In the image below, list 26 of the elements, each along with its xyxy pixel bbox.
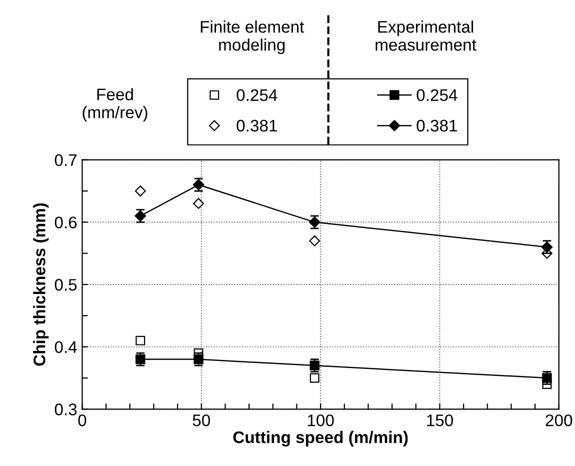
y-tick-label: 0.7 — [54, 154, 77, 166]
x-tick-label: 0 — [78, 414, 86, 426]
x-tick-label: 150 — [427, 414, 453, 426]
y-tick-label: 0.4 — [54, 341, 77, 354]
x-tick-label: 200 — [546, 414, 572, 426]
point — [134, 186, 146, 196]
legend-label: 0.254 — [236, 89, 278, 102]
point — [309, 235, 320, 246]
legend-label: 0.381 — [416, 120, 457, 132]
legend-title: Feed (mm/rev) — [82, 88, 148, 122]
legend-label: 0.381 — [236, 120, 277, 132]
x-tick-label: 100 — [308, 414, 334, 426]
point — [310, 373, 320, 383]
y-tick-label: 0.6 — [54, 216, 77, 228]
y-axis-title: Chip thickness (mm) — [33, 203, 49, 366]
point — [542, 379, 552, 389]
x-axis-title: Cutting speed (m/min) — [233, 430, 408, 447]
point — [194, 348, 204, 358]
y-tick-label: 0.3 — [54, 404, 77, 416]
y-tick-label: 0.5 — [54, 278, 77, 291]
text: Finite element modeling — [200, 20, 304, 54]
x-tick-label: 50 — [192, 414, 210, 426]
point — [193, 198, 204, 209]
point — [136, 336, 146, 346]
text: Experimental measurement — [376, 20, 476, 51]
legend-label: 0.254 — [416, 89, 458, 102]
